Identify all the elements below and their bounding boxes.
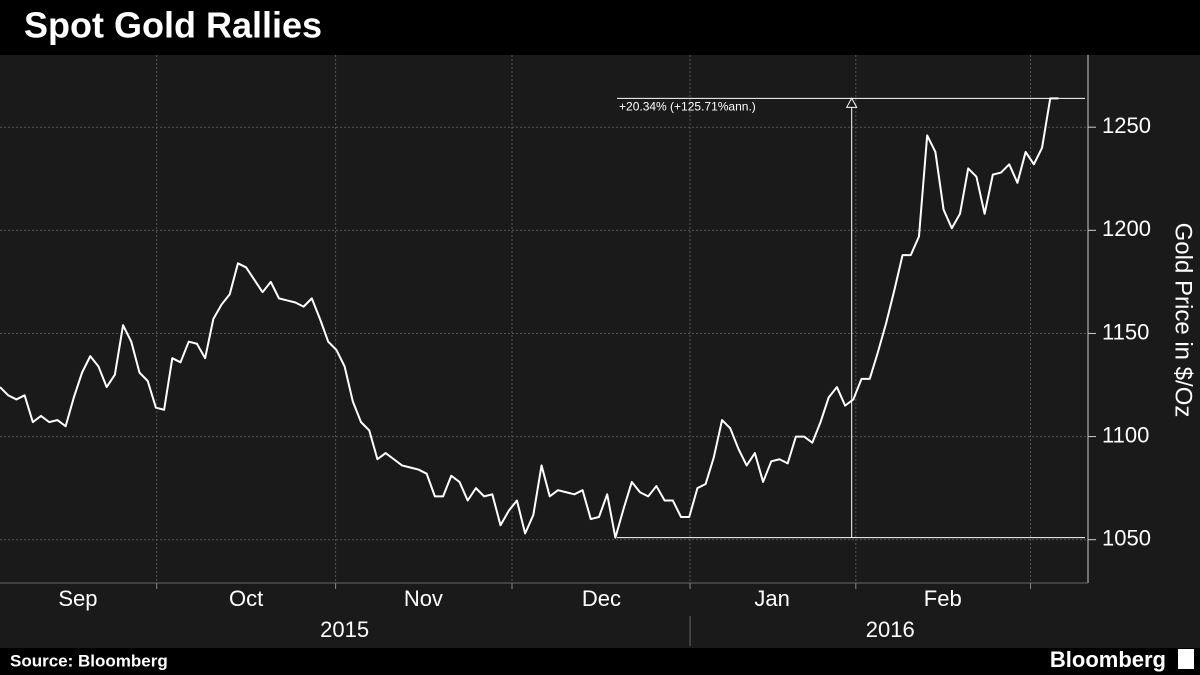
source: Source: Bloomberg	[10, 651, 168, 670]
x-tick-label: Nov	[404, 586, 443, 611]
plot-background	[0, 55, 1200, 648]
x-tick-label: Jan	[754, 586, 789, 611]
year-label: 2016	[866, 617, 915, 642]
brand: Bloomberg	[1050, 647, 1166, 672]
y-tick-label: 1100	[1102, 422, 1149, 447]
x-tick-label: Sep	[58, 586, 97, 611]
x-tick-label: Dec	[582, 586, 621, 611]
annotation-text: +20.34% (+125.71%ann.)	[619, 99, 756, 113]
x-tick-label: Feb	[924, 586, 962, 611]
arrow-head	[845, 97, 858, 108]
y-tick-label: 1150	[1102, 319, 1149, 344]
chart-title: Spot Gold Rallies	[24, 5, 322, 46]
y-tick-label: 1250	[1102, 113, 1151, 138]
x-tick-label: Oct	[229, 586, 263, 611]
y-axis-label: Gold Price in $/Oz	[1170, 223, 1197, 418]
year-label: 2015	[320, 617, 369, 642]
y-tick-label: 1050	[1102, 526, 1151, 551]
line-series	[0, 97, 1059, 539]
y-tick-label: 1200	[1102, 216, 1151, 241]
brand-icon	[1178, 649, 1194, 669]
